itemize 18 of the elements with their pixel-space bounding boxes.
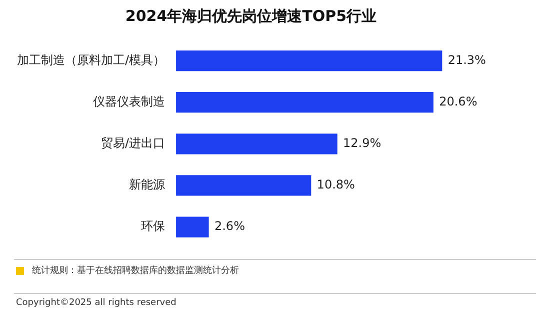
- y-tick-label: 仪器仪表制造: [93, 94, 166, 108]
- data-label: 2.6%: [214, 219, 245, 234]
- bar: [176, 216, 209, 238]
- y-tick-label: 新能源: [129, 178, 166, 192]
- bar: [176, 134, 338, 154]
- bar: [176, 92, 434, 113]
- bar: [176, 50, 442, 72]
- text: 统计规则：基于在线招聘数据库的数据监测统计分析: [32, 264, 239, 277]
- text: Copyright©2025 all rights reserved: [16, 298, 176, 308]
- data-label: 10.8%: [316, 178, 355, 192]
- data-label: 12.9%: [343, 136, 382, 150]
- data-label: 20.6%: [439, 94, 478, 108]
- y-tick-label: 贸易/进出口: [100, 136, 166, 150]
- data-label: 21.3%: [448, 52, 486, 67]
- chart-title: 2024年海归优先岗位增速TOP5行业: [125, 6, 377, 25]
- y-tick-label: 加工制造（原料加工/模具）: [16, 52, 166, 67]
- y-tick-label: 环保: [141, 219, 166, 234]
- bar: [176, 175, 312, 196]
